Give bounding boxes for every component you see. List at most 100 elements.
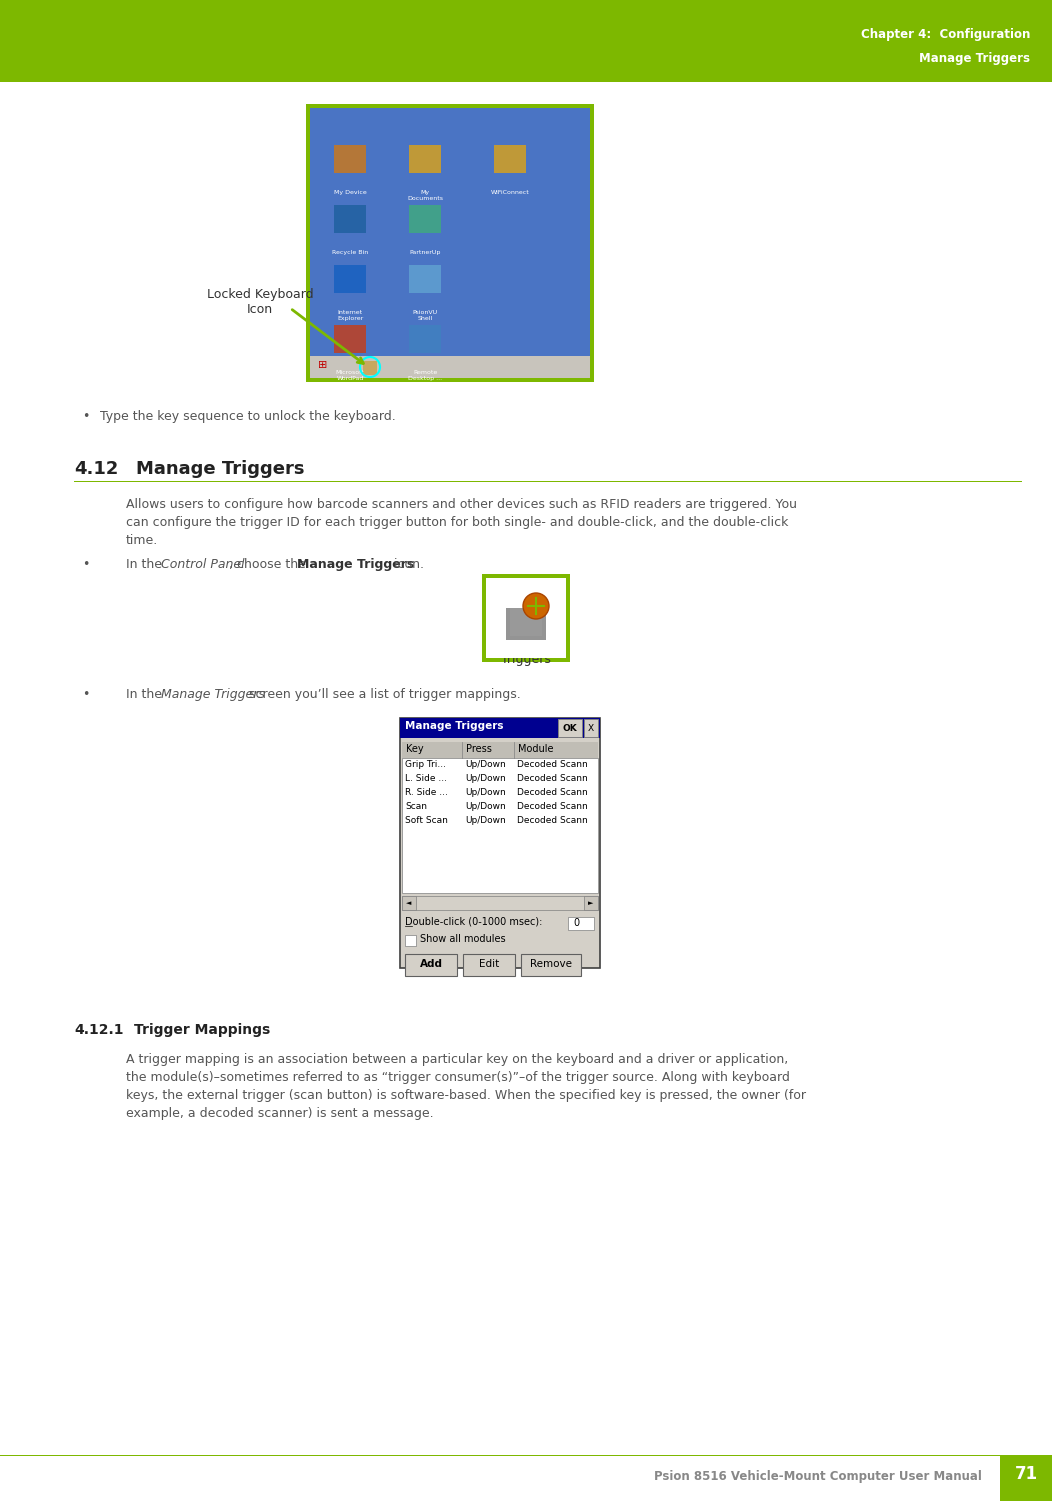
Text: Decoded Scann: Decoded Scann: [517, 817, 588, 826]
Text: Type the key sequence to unlock the keyboard.: Type the key sequence to unlock the keyb…: [100, 410, 396, 423]
Text: the module(s)–sometimes referred to as “trigger consumer(s)”–of the trigger sour: the module(s)–sometimes referred to as “…: [126, 1072, 790, 1084]
Text: Up/Down: Up/Down: [465, 802, 506, 811]
Text: Recycle Bin: Recycle Bin: [331, 251, 368, 255]
Text: Remote
Desktop ...: Remote Desktop ...: [408, 371, 442, 381]
Bar: [310, 108, 590, 378]
Text: Edit: Edit: [479, 959, 499, 970]
Bar: [584, 719, 598, 737]
Bar: [506, 608, 546, 639]
Text: ⊞: ⊞: [318, 360, 327, 371]
Bar: [409, 206, 441, 233]
Text: Up/Down: Up/Down: [465, 788, 506, 797]
Text: Up/Down: Up/Down: [465, 760, 506, 769]
Text: Manage Triggers: Manage Triggers: [297, 558, 414, 570]
Text: •: •: [82, 558, 89, 570]
Text: PsionVU
Shell: PsionVU Shell: [412, 311, 438, 321]
Text: Up/Down: Up/Down: [465, 817, 506, 826]
Text: PartnerUp: PartnerUp: [409, 251, 441, 255]
Text: screen you’ll see a list of trigger mappings.: screen you’ll see a list of trigger mapp…: [245, 687, 521, 701]
Text: OK: OK: [563, 723, 578, 732]
Text: Internet
Explorer: Internet Explorer: [337, 311, 363, 321]
Bar: [333, 326, 366, 353]
Text: can configure the trigger ID for each trigger button for both single- and double: can configure the trigger ID for each tr…: [126, 516, 788, 528]
Text: Manage Triggers: Manage Triggers: [161, 687, 265, 701]
Bar: [405, 935, 416, 946]
Text: keys, the external trigger (scan button) is software-based. When the specified k: keys, the external trigger (scan button)…: [126, 1090, 806, 1102]
Text: R. Side ...: R. Side ...: [405, 788, 448, 797]
Text: Microsoft
WordPad: Microsoft WordPad: [336, 371, 364, 381]
Bar: [482, 573, 570, 662]
Bar: [402, 896, 416, 910]
Text: X: X: [588, 723, 594, 732]
Text: Grip Tri...: Grip Tri...: [405, 760, 446, 769]
Text: Decoded Scann: Decoded Scann: [517, 802, 588, 811]
Bar: [1000, 1454, 1052, 1501]
Text: Manage
Triggers: Manage Triggers: [501, 638, 551, 666]
Bar: [333, 146, 366, 173]
Text: 71: 71: [1014, 1465, 1037, 1483]
Bar: [402, 896, 598, 910]
Bar: [584, 896, 598, 910]
Bar: [463, 955, 515, 976]
Bar: [363, 362, 377, 375]
Text: Remove: Remove: [530, 959, 572, 970]
Text: L. Side ...: L. Side ...: [405, 775, 447, 784]
Text: example, a decoded scanner) is sent a message.: example, a decoded scanner) is sent a me…: [126, 1108, 433, 1120]
Bar: [333, 206, 366, 233]
Text: Decoded Scann: Decoded Scann: [517, 760, 588, 769]
Text: Manage Triggers: Manage Triggers: [136, 459, 304, 477]
Text: A trigger mapping is an association between a particular key on the keyboard and: A trigger mapping is an association betw…: [126, 1054, 788, 1066]
Text: Trigger Mappings: Trigger Mappings: [134, 1024, 270, 1037]
Bar: [558, 719, 582, 737]
Bar: [510, 608, 542, 636]
Text: Press: Press: [466, 744, 492, 754]
Text: My Device: My Device: [333, 191, 366, 195]
Bar: [568, 917, 594, 931]
Text: Manage Triggers: Manage Triggers: [405, 720, 504, 731]
Text: time.: time.: [126, 534, 158, 546]
Text: Key: Key: [406, 744, 424, 754]
Bar: [402, 758, 598, 893]
Text: Show all modules: Show all modules: [420, 934, 506, 944]
Text: Decoded Scann: Decoded Scann: [517, 788, 588, 797]
Text: Locked Keyboard
Icon: Locked Keyboard Icon: [206, 288, 313, 317]
Text: 4.12.1: 4.12.1: [74, 1024, 123, 1037]
Text: Scan: Scan: [405, 802, 427, 811]
Text: icon.: icon.: [390, 558, 424, 570]
Bar: [400, 717, 600, 738]
Text: In the: In the: [126, 687, 166, 701]
Bar: [409, 326, 441, 353]
Text: Manage Triggers: Manage Triggers: [919, 53, 1030, 65]
Circle shape: [523, 593, 549, 618]
Text: 0: 0: [573, 919, 579, 928]
Text: Psion 8516 Vehicle-Mount Computer User Manual: Psion 8516 Vehicle-Mount Computer User M…: [654, 1469, 982, 1483]
Text: Allows users to configure how barcode scanners and other devices such as RFID re: Allows users to configure how barcode sc…: [126, 498, 797, 510]
Bar: [409, 146, 441, 173]
Text: •: •: [82, 687, 89, 701]
Text: •: •: [82, 410, 89, 423]
Text: , choose the: , choose the: [229, 558, 310, 570]
Bar: [405, 955, 457, 976]
Bar: [409, 266, 441, 293]
Text: Module: Module: [518, 744, 553, 754]
Bar: [494, 146, 526, 173]
Text: In the: In the: [126, 558, 166, 570]
Text: ►: ►: [588, 901, 593, 907]
Text: Up/Down: Up/Down: [465, 775, 506, 784]
Bar: [486, 578, 566, 657]
Bar: [521, 955, 581, 976]
Text: Decoded Scann: Decoded Scann: [517, 775, 588, 784]
Text: Soft Scan: Soft Scan: [405, 817, 448, 826]
Bar: [306, 104, 594, 381]
Bar: [333, 266, 366, 293]
Bar: [0, 0, 1052, 83]
Bar: [400, 717, 600, 968]
Text: WiFiConnect: WiFiConnect: [490, 191, 529, 195]
Text: 4.12: 4.12: [74, 459, 119, 477]
Text: Double-click (0-1000 msec):: Double-click (0-1000 msec):: [405, 916, 543, 926]
Bar: [310, 356, 590, 378]
Text: My
Documents: My Documents: [407, 191, 443, 201]
Bar: [402, 741, 598, 758]
Text: Add: Add: [420, 959, 443, 970]
Text: Control Panel: Control Panel: [161, 558, 245, 570]
